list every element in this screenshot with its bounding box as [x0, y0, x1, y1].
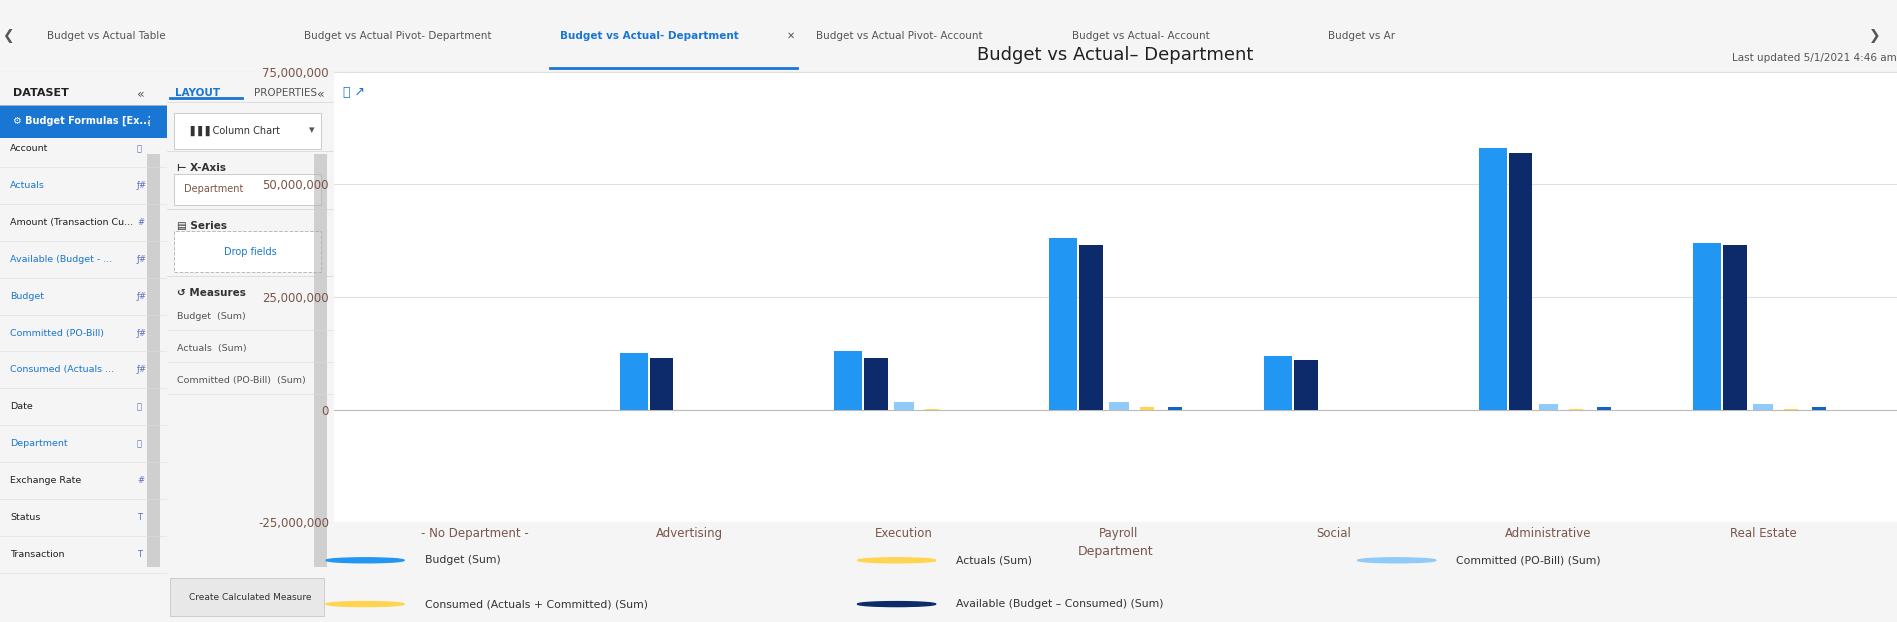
Text: Department: Department [184, 184, 243, 194]
Bar [1478, 148, 1506, 410]
Bar [171, 578, 324, 616]
Text: Actuals (Sum): Actuals (Sum) [956, 555, 1032, 565]
Bar [146, 154, 159, 567]
Text: Budget vs Actual- Department: Budget vs Actual- Department [560, 30, 738, 41]
Bar [1694, 243, 1721, 410]
Text: ƒ#: ƒ# [137, 181, 146, 190]
Text: Budget vs Actual Pivot- Account: Budget vs Actual Pivot- Account [816, 30, 983, 41]
Text: Last updated 5/1/2021 4:46 am: Last updated 5/1/2021 4:46 am [1732, 52, 1897, 62]
Text: Department: Department [9, 439, 68, 448]
Text: PROPERTIES: PROPERTIES [254, 88, 317, 98]
Bar [1169, 407, 1182, 410]
Text: «: « [317, 88, 324, 101]
Text: Account: Account [9, 144, 49, 153]
Text: #: # [137, 218, 144, 227]
Text: ❯: ❯ [1869, 29, 1880, 43]
Text: ƒ#: ƒ# [137, 328, 146, 338]
Bar [1569, 409, 1584, 410]
Bar [1753, 404, 1774, 410]
Bar [865, 358, 888, 410]
Circle shape [857, 558, 935, 563]
Title: Budget vs Actual– Department: Budget vs Actual– Department [977, 47, 1254, 65]
Text: ▐▐▐ Column Chart: ▐▐▐ Column Chart [188, 125, 281, 136]
Bar [1812, 407, 1827, 410]
Bar [926, 409, 939, 410]
Bar [175, 113, 321, 149]
Text: Status: Status [9, 513, 40, 522]
Text: #: # [137, 476, 144, 485]
Bar [1140, 407, 1153, 410]
Text: Consumed (Actuals ...: Consumed (Actuals ... [9, 365, 114, 374]
Text: Budget: Budget [9, 292, 44, 300]
Text: Available (Budget - ...: Available (Budget - ... [9, 255, 112, 264]
Text: DATASET: DATASET [13, 88, 68, 98]
Text: ƒ#: ƒ# [137, 255, 146, 264]
Text: ▤ Series: ▤ Series [176, 221, 228, 231]
Bar [1110, 402, 1129, 410]
Text: Actuals  (Sum): Actuals (Sum) [176, 344, 247, 353]
Text: T: T [137, 550, 142, 559]
Text: Exchange Rate: Exchange Rate [9, 476, 82, 485]
Text: ƒ#: ƒ# [137, 292, 146, 300]
Text: Drop fields: Drop fields [224, 246, 277, 256]
Bar [835, 351, 863, 410]
Bar [0, 104, 167, 137]
Text: Committed (PO-Bill) (Sum): Committed (PO-Bill) (Sum) [1457, 555, 1601, 565]
Text: ⚙ Budget Formulas [Ex...: ⚙ Budget Formulas [Ex... [13, 116, 152, 126]
Text: Date: Date [9, 402, 32, 411]
Text: ⑃: ⑃ [137, 144, 142, 153]
Bar [1722, 245, 1747, 410]
Bar [1049, 238, 1077, 410]
Text: ⋮: ⋮ [142, 114, 154, 128]
Text: Transaction: Transaction [9, 550, 64, 559]
Bar [175, 174, 321, 205]
Bar [1079, 245, 1102, 410]
Text: Budget vs Actual Pivot- Department: Budget vs Actual Pivot- Department [304, 30, 491, 41]
Text: ⊢ X-Axis: ⊢ X-Axis [176, 163, 226, 173]
Text: ✕: ✕ [787, 30, 795, 41]
Bar [1508, 152, 1533, 410]
Text: T: T [137, 513, 142, 522]
Text: Budget vs Actual Table: Budget vs Actual Table [47, 30, 167, 41]
Bar [1538, 404, 1557, 410]
Text: «: « [137, 88, 144, 101]
Text: ⑃: ⑃ [137, 439, 142, 448]
Text: ❮: ❮ [2, 29, 13, 43]
Bar [1294, 360, 1318, 410]
X-axis label: Department: Department [1077, 544, 1153, 557]
Text: 📅: 📅 [137, 402, 142, 411]
Circle shape [326, 601, 404, 606]
Text: Actuals: Actuals [9, 181, 46, 190]
Text: Budget vs Ar: Budget vs Ar [1328, 30, 1394, 41]
Circle shape [857, 601, 935, 606]
Bar [1597, 407, 1611, 410]
Text: Committed (PO-Bill): Committed (PO-Bill) [9, 328, 104, 338]
Text: ↺ Measures: ↺ Measures [176, 288, 247, 298]
Text: Budget vs Actual- Account: Budget vs Actual- Account [1072, 30, 1210, 41]
Text: Amount (Transaction Cu...: Amount (Transaction Cu... [9, 218, 133, 227]
Bar [1263, 356, 1292, 410]
Text: 🖨 ↗: 🖨 ↗ [343, 86, 366, 98]
Text: LAYOUT: LAYOUT [175, 88, 220, 98]
Bar [1783, 409, 1798, 410]
Bar [313, 154, 326, 567]
Text: Budget  (Sum): Budget (Sum) [176, 312, 247, 321]
Text: Budget (Sum): Budget (Sum) [425, 555, 501, 565]
Circle shape [326, 558, 404, 563]
Bar [893, 402, 914, 410]
Bar [649, 358, 673, 410]
Text: Available (Budget – Consumed) (Sum): Available (Budget – Consumed) (Sum) [956, 599, 1163, 609]
Text: Create Calculated Measure: Create Calculated Measure [190, 593, 311, 601]
Bar [175, 231, 321, 272]
Text: ƒ#: ƒ# [137, 365, 146, 374]
Text: ▾: ▾ [309, 126, 315, 136]
Text: Consumed (Actuals + Committed) (Sum): Consumed (Actuals + Committed) (Sum) [425, 599, 647, 609]
Text: Committed (PO-Bill)  (Sum): Committed (PO-Bill) (Sum) [176, 376, 305, 385]
Bar [620, 353, 647, 410]
Circle shape [1358, 558, 1436, 563]
